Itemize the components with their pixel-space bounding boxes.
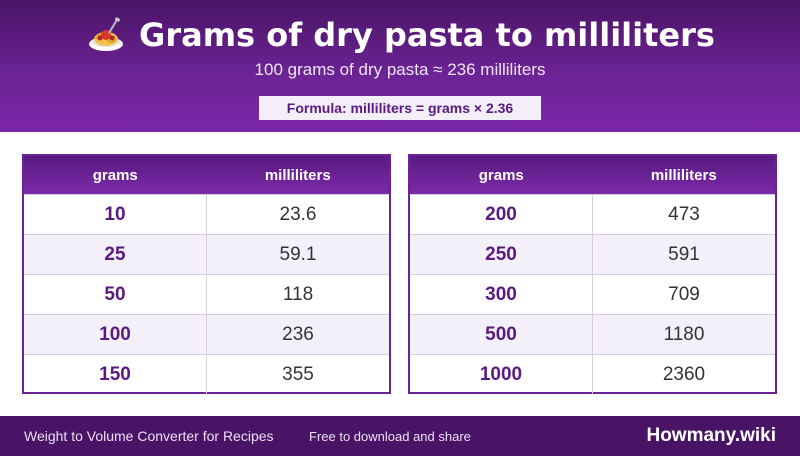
grams-cell: 150	[24, 355, 207, 394]
table-row: 500 1180	[410, 314, 775, 354]
milliliters-cell: 355	[282, 363, 314, 385]
grams-cell: 10	[24, 195, 207, 234]
grams-cell: 250	[410, 235, 593, 274]
table-row: 1000 2360	[410, 354, 775, 394]
footer: Weight to Volume Converter for Recipes F…	[0, 416, 800, 456]
footer-converter-link[interactable]: Weight to Volume Converter for Recipes	[24, 428, 274, 444]
spaghetti-icon	[85, 14, 127, 56]
milliliters-cell: 709	[668, 283, 700, 305]
milliliters-cell: 591	[668, 243, 700, 265]
table-row: 10 23.6	[24, 194, 389, 234]
milliliters-cell: 1180	[663, 323, 705, 345]
conversion-table-left: grams milliliters 10 23.6 25 59.1 50 118…	[22, 154, 391, 394]
table-row: 300 709	[410, 274, 775, 314]
column-header-grams: grams	[92, 166, 138, 184]
page-title: Grams of dry pasta to milliliters	[139, 16, 715, 54]
milliliters-cell: 473	[668, 203, 700, 225]
grams-cell: 100	[24, 315, 207, 354]
footer-tagline: Free to download and share	[309, 429, 471, 444]
milliliters-cell: 2360	[662, 363, 706, 385]
table-row: 250 591	[410, 234, 775, 274]
column-header-milliliters: milliliters	[650, 166, 717, 184]
table-row: 100 236	[24, 314, 389, 354]
column-header-milliliters: milliliters	[264, 166, 331, 184]
grams-cell: 1000	[410, 355, 593, 394]
table-row: 150 355	[24, 354, 389, 394]
title-row: Grams of dry pasta to milliliters	[0, 12, 800, 58]
grams-cell: 300	[410, 275, 593, 314]
grams-cell: 500	[410, 315, 593, 354]
subtitle: 100 grams of dry pasta ≈ 236 milliliters	[254, 60, 546, 79]
table-row: 200 473	[410, 194, 775, 234]
milliliters-cell: 236	[282, 323, 314, 345]
table-header: grams milliliters	[24, 156, 389, 194]
milliliters-cell: 118	[282, 283, 314, 305]
table-header: grams milliliters	[410, 156, 775, 194]
milliliters-cell: 59.1	[279, 243, 317, 265]
grams-cell: 25	[24, 235, 207, 274]
grams-cell: 200	[410, 195, 593, 234]
conversion-table-right: grams milliliters 200 473 250 591 300 70…	[408, 154, 777, 394]
column-header-grams: grams	[478, 166, 524, 184]
header: Grams of dry pasta to milliliters 100 gr…	[0, 0, 800, 132]
formula-badge: Formula: milliliters = grams × 2.36	[259, 96, 541, 120]
table-row: 25 59.1	[24, 234, 389, 274]
grams-cell: 50	[24, 275, 207, 314]
milliliters-cell: 23.6	[279, 203, 317, 225]
table-row: 50 118	[24, 274, 389, 314]
footer-brand-link[interactable]: Howmany.wiki	[646, 425, 776, 446]
